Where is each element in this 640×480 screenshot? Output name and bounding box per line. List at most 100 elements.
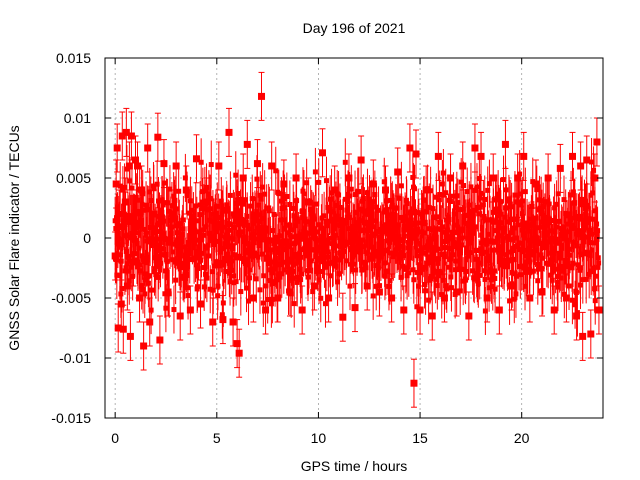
data-point — [149, 287, 155, 293]
y-tick-label: 0.01 — [64, 110, 91, 126]
data-point — [315, 222, 321, 228]
data-point — [140, 342, 148, 350]
data-point — [443, 190, 449, 196]
data-point — [484, 258, 490, 264]
data-point — [254, 212, 260, 218]
data-point-group — [111, 231, 119, 281]
data-point — [468, 240, 474, 246]
data-point — [578, 252, 584, 258]
data-point — [170, 249, 176, 255]
data-point — [146, 318, 154, 326]
data-point — [390, 211, 396, 217]
data-point — [524, 220, 530, 226]
data-point — [521, 265, 527, 271]
data-point — [522, 235, 528, 241]
data-point — [517, 191, 523, 197]
data-point — [216, 259, 222, 265]
data-point — [233, 279, 239, 285]
data-point — [163, 251, 169, 257]
data-point — [477, 272, 483, 278]
data-point — [147, 189, 153, 195]
data-point — [461, 216, 467, 222]
data-point — [593, 138, 601, 146]
data-point — [565, 261, 571, 267]
data-point — [237, 210, 243, 216]
data-point — [249, 196, 255, 202]
data-point — [484, 217, 490, 223]
data-point-group — [144, 123, 152, 173]
data-point — [560, 263, 566, 269]
data-point — [494, 195, 500, 201]
data-point — [364, 190, 370, 196]
data-point — [198, 257, 204, 263]
data-point-group — [394, 147, 402, 197]
data-point — [257, 192, 263, 198]
data-point — [404, 201, 410, 207]
data-point-group — [410, 358, 418, 408]
data-point — [290, 205, 296, 211]
data-point — [117, 183, 123, 189]
data-point — [486, 285, 492, 291]
data-point — [277, 233, 283, 239]
data-point — [187, 226, 193, 232]
data-point — [156, 256, 162, 262]
data-point-group — [197, 279, 205, 329]
data-point-group — [310, 261, 318, 311]
data-point — [331, 216, 337, 222]
data-point — [142, 271, 148, 277]
data-point — [352, 192, 358, 198]
data-point-group — [118, 111, 126, 161]
data-point — [488, 277, 494, 283]
data-point — [225, 128, 233, 136]
data-point — [439, 181, 445, 187]
data-point — [139, 283, 145, 289]
data-point — [520, 198, 526, 204]
data-point — [364, 250, 370, 256]
data-point — [277, 262, 283, 268]
data-point — [562, 294, 570, 302]
data-point — [370, 224, 376, 230]
data-point — [343, 220, 349, 226]
data-point — [406, 270, 412, 276]
data-point — [181, 244, 187, 250]
data-point — [298, 277, 304, 283]
data-point — [509, 204, 515, 210]
data-point — [316, 277, 322, 283]
data-point — [272, 238, 278, 244]
data-point — [501, 177, 507, 183]
data-point — [308, 258, 314, 264]
data-point — [253, 251, 259, 257]
data-point — [506, 233, 512, 239]
data-point — [171, 307, 177, 313]
data-point — [316, 179, 322, 185]
data-point — [457, 207, 463, 213]
y-tick-label: -0.01 — [59, 350, 91, 366]
data-point — [514, 235, 520, 241]
data-point-group — [112, 159, 120, 209]
data-point — [118, 132, 126, 140]
data-point — [503, 187, 509, 193]
data-point — [581, 251, 587, 257]
data-point — [558, 275, 564, 281]
data-point — [347, 193, 353, 199]
data-point — [303, 219, 309, 225]
data-point — [229, 318, 237, 326]
data-point — [572, 302, 578, 308]
data-point — [545, 222, 551, 228]
data-point — [329, 209, 335, 215]
data-point — [305, 274, 311, 280]
data-point — [383, 222, 389, 228]
data-point — [507, 249, 513, 255]
data-point-group — [595, 285, 603, 335]
data-point — [535, 266, 541, 272]
x-axis-label: GPS time / hours — [301, 458, 408, 474]
data-point — [226, 270, 232, 276]
data-point — [309, 221, 315, 227]
data-point — [490, 272, 496, 278]
data-point — [260, 300, 266, 306]
data-point — [231, 273, 237, 279]
data-point — [203, 198, 211, 206]
data-point-group — [339, 292, 347, 342]
data-point — [143, 202, 149, 208]
data-point — [159, 246, 165, 252]
